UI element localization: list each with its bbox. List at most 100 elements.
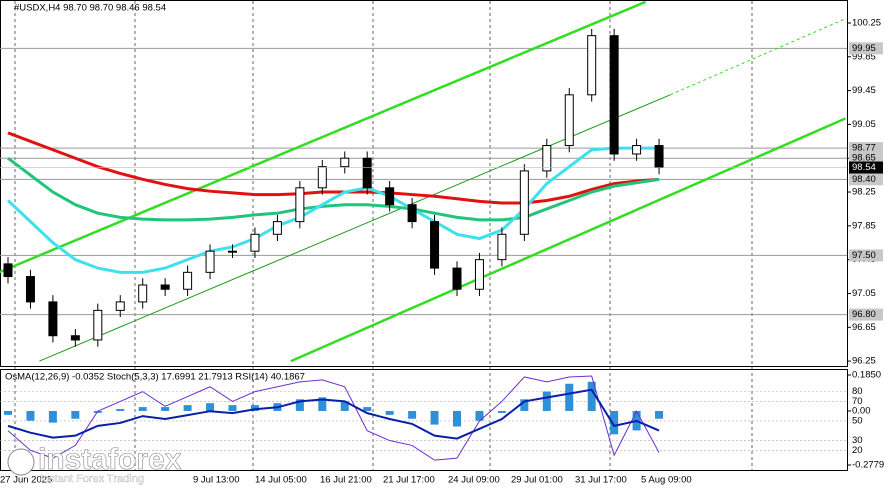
- candle-body: [3, 263, 13, 278]
- level-label: 99.95: [852, 43, 876, 54]
- osma-bar: [587, 381, 596, 411]
- chart-title: #USDX,H4 98.70 98.70 98.46 98.54: [14, 3, 166, 14]
- y-tick-label: 98.25: [852, 187, 876, 198]
- osma-bar: [48, 410, 57, 423]
- osma-bar: [206, 403, 215, 411]
- y2-tick-label: 30: [852, 435, 863, 446]
- candle-body: [138, 284, 148, 303]
- candle-body: [564, 94, 574, 147]
- stoch-line: [7, 375, 660, 461]
- x-tick-label: 24 Jul 09:00: [448, 475, 500, 486]
- level-label: 97.50: [852, 250, 876, 261]
- candle-body: [474, 259, 484, 290]
- y-tick-label: 99.05: [852, 119, 876, 130]
- rsi-line: [7, 388, 660, 440]
- candle-body: [497, 233, 507, 261]
- y2-tick-label: 50: [852, 415, 863, 426]
- y-tick-label: 100.25: [852, 17, 881, 28]
- y-tick-label: 0.00: [852, 405, 871, 416]
- candle-body: [48, 301, 58, 337]
- osma-bar: [520, 399, 529, 411]
- moving-average: [7, 131, 660, 205]
- candle-body: [519, 170, 529, 235]
- candle-body: [632, 145, 642, 155]
- y-tick-label: 96.25: [852, 356, 876, 367]
- candle-body: [70, 335, 80, 341]
- trendline: [0, 0, 647, 274]
- candle-body: [340, 157, 350, 168]
- candle-body: [295, 187, 305, 223]
- candle-body: [228, 250, 237, 253]
- candle-body: [115, 301, 125, 311]
- level-box: [849, 42, 883, 55]
- osma-bar: [453, 410, 461, 427]
- osma-bar: [542, 391, 551, 411]
- current-price-label: 98.54: [852, 162, 876, 173]
- osma-bar: [295, 399, 304, 411]
- osma-bar: [340, 401, 349, 411]
- trendline: [290, 117, 846, 363]
- candle-body: [385, 187, 395, 206]
- candle-body: [407, 204, 417, 223]
- y-tick-label: 0.1850: [852, 370, 881, 381]
- y-tick-label: 99.45: [852, 85, 876, 96]
- osma-bar: [408, 410, 417, 419]
- x-tick-label: 31 Jul 17:00: [575, 475, 627, 486]
- candle-body: [205, 250, 215, 273]
- candle-body: [317, 166, 327, 189]
- osma-bar: [250, 405, 259, 411]
- x-tick-label: 27 Jun 2025: [0, 475, 52, 486]
- osma-bar: [385, 410, 394, 415]
- candle-body: [609, 35, 619, 155]
- y-tick-label: 99.85: [852, 51, 876, 62]
- trendline: [670, 18, 846, 96]
- main-panel: [0, 0, 848, 367]
- candle-body: [362, 157, 372, 189]
- osma-bar: [71, 410, 80, 419]
- level-label: 98.40: [852, 174, 876, 185]
- candle-body: [250, 233, 260, 252]
- candle-body: [542, 145, 552, 172]
- y-tick-label: 96.65: [852, 322, 876, 333]
- x-tick-label: 29 Jul 01:00: [511, 475, 563, 486]
- x-tick-label: 16 Jul 21:00: [320, 475, 372, 486]
- osma-bar: [183, 405, 192, 411]
- logo-icon: [7, 448, 35, 476]
- level-box: [849, 152, 883, 165]
- osma-bar: [318, 397, 327, 411]
- level-box: [849, 249, 883, 262]
- level-label: 96.80: [852, 309, 876, 320]
- osma-bar: [138, 407, 147, 411]
- x-tick-label: 21 Jul 17:00: [383, 475, 435, 486]
- candle-body: [430, 221, 440, 269]
- osma-bar: [565, 383, 574, 411]
- y-tick-label: 97.05: [852, 288, 876, 299]
- candle-body: [654, 145, 664, 169]
- candle-body: [272, 221, 282, 235]
- candle-body: [587, 35, 597, 96]
- osma-bar: [116, 409, 125, 411]
- y2-tick-label: 80: [852, 386, 863, 397]
- candle-body: [160, 284, 170, 290]
- logo-tagline: Instant Forex Trading: [40, 473, 144, 485]
- osma-bar: [497, 410, 506, 413]
- x-tick-label: 9 Jul 13:00: [193, 475, 239, 486]
- y-tick-label: 97.85: [852, 220, 876, 231]
- y-tick-label: -0.2779: [852, 460, 884, 471]
- candle-body: [93, 309, 103, 341]
- y2-tick-label: 20: [852, 445, 863, 456]
- osma-bar: [655, 410, 664, 419]
- logo: instaforex: [38, 443, 182, 476]
- osma-bar: [475, 410, 484, 421]
- indicator-title: OsMA(12,26,9) -0.0352 Stoch(5,3,3) 17.69…: [5, 372, 305, 383]
- osma-bar: [4, 410, 12, 415]
- x-tick-label: 14 Jul 05:00: [255, 475, 307, 486]
- level-label: 98.65: [852, 153, 876, 164]
- x-tick-label: 5 Aug 09:00: [641, 475, 692, 486]
- level-box: [849, 142, 883, 155]
- current-price-box: [849, 161, 883, 174]
- osma-bar: [610, 410, 619, 435]
- moving-average: [6, 146, 660, 274]
- osma-bar: [430, 410, 439, 425]
